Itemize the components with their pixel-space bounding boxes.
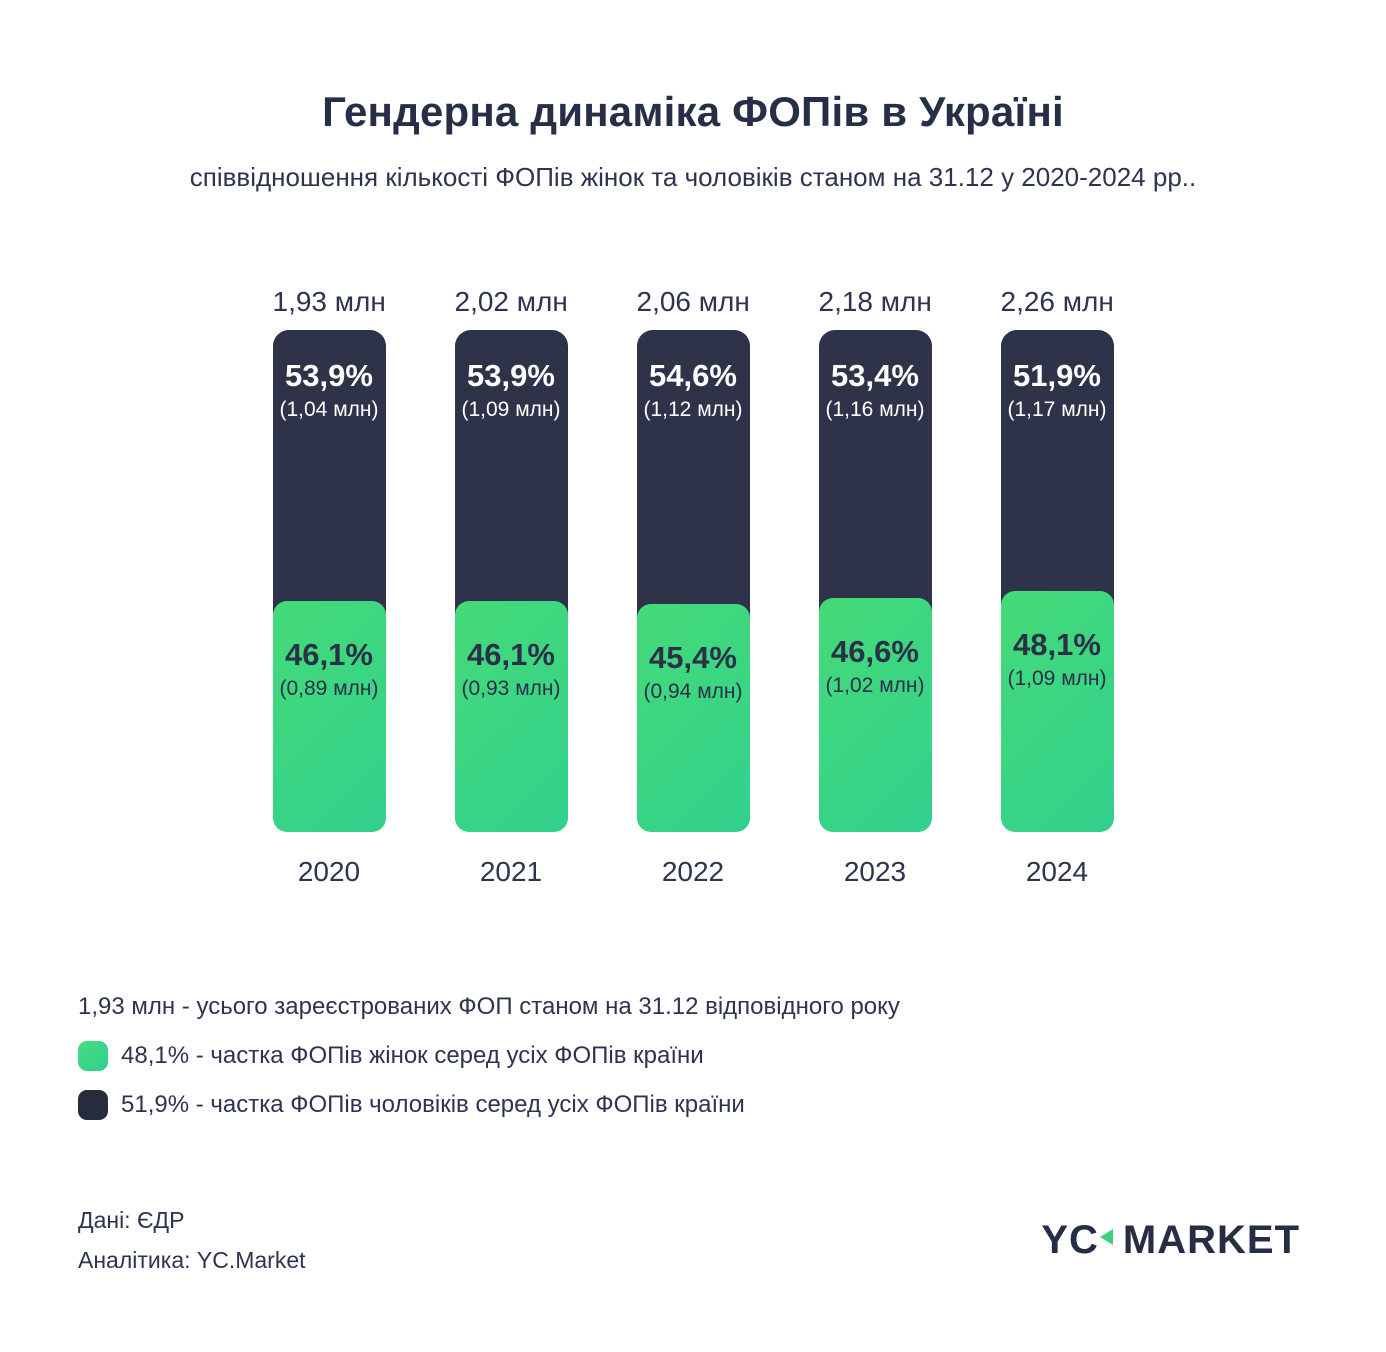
year-label: 2022 xyxy=(661,856,725,887)
bar-column-2024: 2,26 млн 51,9% (1,17 млн) 48,1% (1,09 мл… xyxy=(1000,285,1114,888)
page-title: Гендерна динаміка ФОПів в Україні xyxy=(322,88,1064,135)
total-label: 2,18 млн xyxy=(818,286,932,317)
male-percent-label: 54,6% xyxy=(649,358,737,393)
legend-row-female: 48,1% - частка ФОПів жінок серед усіх ФО… xyxy=(78,1041,1386,1071)
bar-column-2021: 2,02 млн 53,9% (1,09 млн) 46,1% (0,93 мл… xyxy=(454,285,568,888)
female-percent-label: 46,6% xyxy=(831,634,919,670)
bar-column-2020: 1,93 млн 53,9% (1,04 млн) 46,1% (0,89 мл… xyxy=(272,285,386,888)
year-label: 2023 xyxy=(843,856,907,887)
female-percent-label: 48,1% xyxy=(1013,626,1101,662)
male-absolute-label: (1,04 млн) xyxy=(279,398,379,421)
logo-triangle-icon xyxy=(1099,1229,1113,1245)
female-absolute-label: (0,89 млн) xyxy=(279,676,379,700)
female-segment: 46,1% (0,93 млн) xyxy=(454,600,568,832)
total-label: 1,93 млн xyxy=(272,286,386,317)
bar-stack: 53,9% (1,09 млн) 46,1% (0,93 млн) xyxy=(454,330,568,832)
stacked-bar-chart: 1,93 млн 53,9% (1,04 млн) 46,1% (0,89 мл… xyxy=(0,285,1386,888)
logo-text-market: MARKET xyxy=(1122,1217,1300,1262)
bar-column-2022: 2,06 млн 54,6% (1,12 млн) 45,4% (0,94 мл… xyxy=(636,285,750,888)
bar-stack: 51,9% (1,17 млн) 48,1% (1,09 млн) xyxy=(1000,330,1114,832)
legend-row-male: 51,9% - частка ФОПів чоловіків серед усі… xyxy=(78,1090,1386,1120)
legend-total-text: 1,93 млн - усього зареєстрованих ФОП ста… xyxy=(78,993,900,1020)
female-percent-label: 46,1% xyxy=(285,636,373,672)
male-absolute-label: (1,16 млн) xyxy=(825,398,925,421)
female-segment: 48,1% (1,09 млн) xyxy=(1000,590,1114,832)
female-segment: 46,6% (1,02 млн) xyxy=(818,598,932,832)
female-absolute-label: (0,94 млн) xyxy=(643,680,743,704)
year-label: 2020 xyxy=(297,856,361,887)
female-segment: 45,4% (0,94 млн) xyxy=(636,604,750,832)
year-label: 2024 xyxy=(1025,856,1089,887)
female-percent-label: 46,1% xyxy=(467,636,555,672)
male-percent-label: 53,4% xyxy=(831,358,919,393)
total-label: 2,26 млн xyxy=(1000,286,1114,317)
total-label: 2,02 млн xyxy=(454,286,568,317)
page-subtitle: співвідношення кількості ФОПів жінок та … xyxy=(189,162,1197,192)
legend-male-text: 51,9% - частка ФОПів чоловіків серед усі… xyxy=(121,1091,745,1118)
footer: Дані: ЄДР Аналітика: YC.Market YC MARKET xyxy=(78,1200,1300,1280)
female-segment: 46,1% (0,89 млн) xyxy=(272,600,386,832)
bar-stack: 53,9% (1,04 млн) 46,1% (0,89 млн) xyxy=(272,330,386,832)
male-swatch-icon xyxy=(78,1090,108,1120)
analytics-line: Аналітика: YC.Market xyxy=(78,1247,306,1273)
female-percent-label: 45,4% xyxy=(649,640,737,676)
bar-stack: 54,6% (1,12 млн) 45,4% (0,94 млн) xyxy=(636,330,750,832)
yc-market-logo: YC MARKET xyxy=(1041,1218,1300,1263)
year-label: 2021 xyxy=(479,856,543,887)
male-absolute-label: (1,17 млн) xyxy=(1007,398,1107,421)
female-swatch-icon xyxy=(78,1041,108,1071)
male-percent-label: 53,9% xyxy=(467,358,555,393)
female-absolute-label: (0,93 млн) xyxy=(461,676,561,700)
female-absolute-label: (1,02 млн) xyxy=(825,674,925,698)
legend-female-text: 48,1% - частка ФОПів жінок серед усіх ФО… xyxy=(121,1042,704,1069)
legend-row-total: 1,93 млн - усього зареєстрованих ФОП ста… xyxy=(78,992,1386,1022)
male-absolute-label: (1,09 млн) xyxy=(461,398,561,421)
male-absolute-label: (1,12 млн) xyxy=(643,398,743,421)
legend: 1,93 млн - усього зареєстрованих ФОП ста… xyxy=(78,992,1386,1120)
bar-stack: 53,4% (1,16 млн) 46,6% (1,02 млн) xyxy=(818,330,932,832)
credits: Дані: ЄДР Аналітика: YC.Market xyxy=(78,1200,306,1280)
bar-column-2023: 2,18 млн 53,4% (1,16 млн) 46,6% (1,02 мл… xyxy=(818,285,932,888)
male-percent-label: 53,9% xyxy=(285,358,373,393)
female-absolute-label: (1,09 млн) xyxy=(1007,666,1107,690)
data-source-line: Дані: ЄДР xyxy=(78,1207,185,1233)
total-label: 2,06 млн xyxy=(636,286,750,317)
logo-text-yc: YC xyxy=(1041,1217,1099,1262)
male-percent-label: 51,9% xyxy=(1013,358,1101,393)
